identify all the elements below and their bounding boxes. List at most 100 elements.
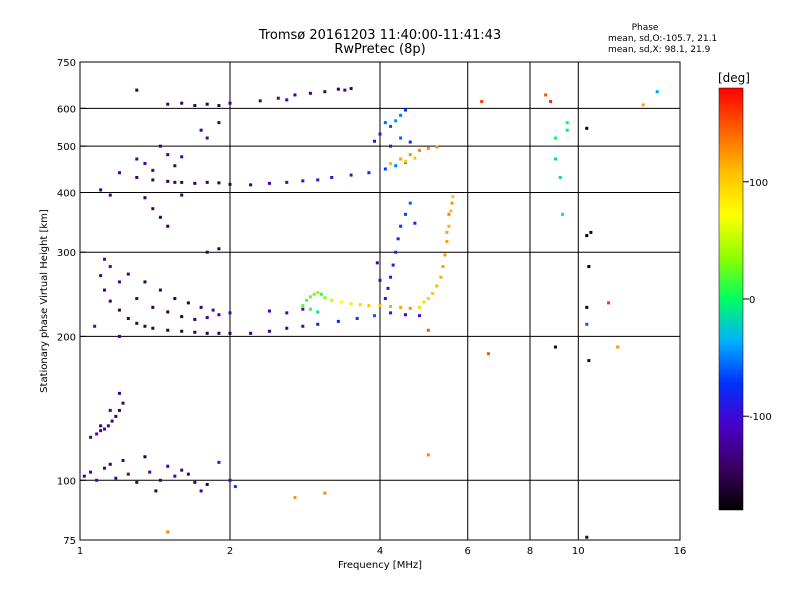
echo-point — [435, 284, 439, 288]
chart-title: Tromsø 20161203 11:40:00-11:41:43 — [258, 28, 501, 43]
echo-point — [158, 288, 162, 292]
x-tick-label: 6 — [465, 546, 471, 557]
echo-point — [316, 178, 320, 182]
phase-box-title: Phase — [632, 23, 659, 33]
echo-point — [103, 257, 107, 261]
echo-point — [399, 113, 403, 117]
echo-point — [408, 153, 412, 157]
y-tick-label: 75 — [63, 536, 76, 547]
echo-point — [323, 491, 327, 495]
echo-point — [561, 212, 565, 216]
echo-point — [403, 313, 407, 317]
echo-point — [193, 480, 197, 484]
echo-point — [151, 178, 155, 182]
echo-point — [301, 304, 305, 308]
echo-point — [180, 468, 184, 472]
echo-point — [249, 331, 253, 335]
echo-point — [205, 316, 209, 320]
echo-point — [166, 464, 170, 468]
echo-point — [99, 424, 103, 428]
echo-point — [439, 275, 443, 279]
echo-point — [217, 104, 221, 108]
echo-point — [367, 171, 371, 175]
echo-point — [308, 295, 312, 299]
echo-point — [408, 201, 412, 205]
echo-point — [378, 304, 382, 308]
echo-point — [343, 88, 347, 92]
echo-point — [417, 148, 421, 152]
echo-point — [389, 275, 393, 279]
echo-point — [293, 93, 297, 97]
echo-point — [426, 297, 430, 301]
echo-point — [186, 472, 190, 476]
echo-point — [641, 103, 645, 107]
echo-point — [349, 302, 353, 306]
phase-stats-o: mean, sd,O:-105.7, 21.1 — [608, 34, 717, 44]
echo-point — [308, 91, 312, 95]
echo-point — [166, 328, 170, 332]
echo-point — [378, 278, 382, 282]
echo-point — [117, 334, 121, 338]
echo-point — [180, 101, 184, 105]
echo-point — [301, 307, 305, 311]
echo-point — [417, 305, 421, 309]
grid-lines — [80, 62, 680, 540]
echo-point — [151, 168, 155, 172]
echo-point — [193, 104, 197, 108]
echo-point — [135, 297, 139, 301]
echo-point — [166, 310, 170, 314]
echo-point — [340, 300, 344, 304]
echo-point — [389, 124, 393, 128]
echo-point — [408, 306, 412, 310]
echo-point — [180, 180, 184, 184]
echo-point — [108, 462, 112, 466]
echo-point — [228, 311, 232, 315]
echo-point — [108, 299, 112, 303]
echo-point — [285, 180, 289, 184]
echo-point — [383, 121, 387, 125]
echo-point — [117, 308, 121, 312]
echo-point — [117, 280, 121, 284]
echo-point — [285, 326, 289, 330]
echo-point — [211, 308, 215, 312]
echo-point — [180, 193, 184, 197]
colorbar-tick-label: 100 — [749, 178, 768, 189]
echo-point — [336, 87, 340, 91]
echo-point — [426, 453, 430, 457]
echo-point — [480, 100, 484, 104]
echo-point — [166, 530, 170, 534]
echo-point — [166, 153, 170, 157]
echo-point — [565, 121, 569, 125]
echo-point — [121, 458, 125, 462]
echo-point — [121, 401, 125, 405]
x-tick-label: 4 — [377, 546, 383, 557]
echo-point — [441, 265, 445, 269]
echo-point — [143, 455, 147, 459]
echo-point — [103, 427, 107, 431]
echo-point — [323, 296, 327, 300]
y-tick-label: 400 — [57, 188, 76, 199]
echo-point — [553, 136, 557, 140]
echo-point — [323, 90, 327, 94]
data-points — [82, 87, 659, 539]
echo-point — [117, 171, 121, 175]
echo-point — [205, 331, 209, 335]
echo-point — [103, 288, 107, 292]
echo-point — [549, 100, 553, 104]
y-axis-label: Stationary phase Virtual Height [km] — [39, 209, 50, 393]
echo-point — [394, 119, 398, 123]
echo-point — [373, 139, 377, 143]
echo-point — [403, 159, 407, 163]
x-tick-label: 8 — [527, 546, 533, 557]
echo-point — [217, 313, 221, 317]
echo-point — [89, 470, 93, 474]
echo-point — [383, 297, 387, 301]
echo-point — [103, 466, 107, 470]
echo-point — [166, 102, 170, 106]
echo-point — [386, 286, 390, 290]
echo-point — [95, 432, 99, 436]
echo-point — [217, 247, 221, 251]
echo-point — [355, 316, 359, 320]
echo-point — [205, 482, 209, 486]
